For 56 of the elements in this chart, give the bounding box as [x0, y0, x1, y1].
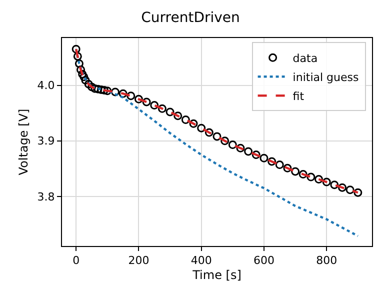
point — [204, 128, 214, 137]
legend-label: data — [292, 52, 318, 65]
point — [268, 157, 276, 166]
legend-label: initial guess — [292, 70, 359, 84]
point — [88, 82, 96, 92]
point — [126, 92, 136, 100]
x-tick-label: 200 — [128, 254, 150, 268]
point — [322, 178, 331, 186]
point — [142, 98, 151, 106]
point — [197, 124, 206, 132]
point — [103, 86, 112, 96]
point — [150, 101, 159, 110]
point — [158, 104, 166, 113]
point — [212, 132, 222, 141]
x-tick-label: 400 — [190, 254, 212, 268]
x-tick-label: 800 — [316, 254, 338, 268]
point — [220, 136, 230, 146]
point — [298, 170, 308, 179]
point — [283, 164, 292, 172]
point — [118, 89, 128, 98]
point — [330, 180, 339, 190]
point — [306, 172, 316, 182]
y-tick-label: 3.9 — [37, 134, 55, 148]
x-tick-label: 600 — [253, 254, 274, 268]
y-tick-label: 4.0 — [37, 79, 55, 92]
point — [228, 140, 237, 150]
chart-title: CurrentDriven — [141, 10, 240, 26]
point — [174, 112, 182, 120]
point — [84, 80, 93, 88]
point — [354, 188, 362, 197]
point — [80, 72, 88, 82]
point — [346, 186, 354, 194]
y-axis-title: Voltage [V] — [16, 108, 31, 176]
point — [291, 167, 300, 176]
point — [110, 88, 120, 96]
point — [314, 175, 324, 184]
point — [78, 70, 87, 78]
x-axis-title: Time [s] — [192, 268, 242, 282]
point — [73, 52, 82, 61]
point — [252, 150, 260, 160]
point — [275, 160, 284, 170]
point — [244, 147, 253, 156]
point — [76, 65, 86, 74]
point — [166, 108, 174, 116]
point — [189, 119, 198, 128]
point — [81, 76, 90, 85]
point — [338, 183, 346, 192]
point — [74, 59, 84, 68]
point — [260, 154, 268, 162]
legend-label: fit — [292, 90, 305, 103]
x-tick-label: 0 — [72, 254, 80, 268]
point — [181, 116, 190, 124]
y-tick-label: 3.8 — [37, 190, 55, 204]
point — [134, 94, 143, 104]
point — [236, 144, 245, 152]
point — [72, 44, 80, 54]
